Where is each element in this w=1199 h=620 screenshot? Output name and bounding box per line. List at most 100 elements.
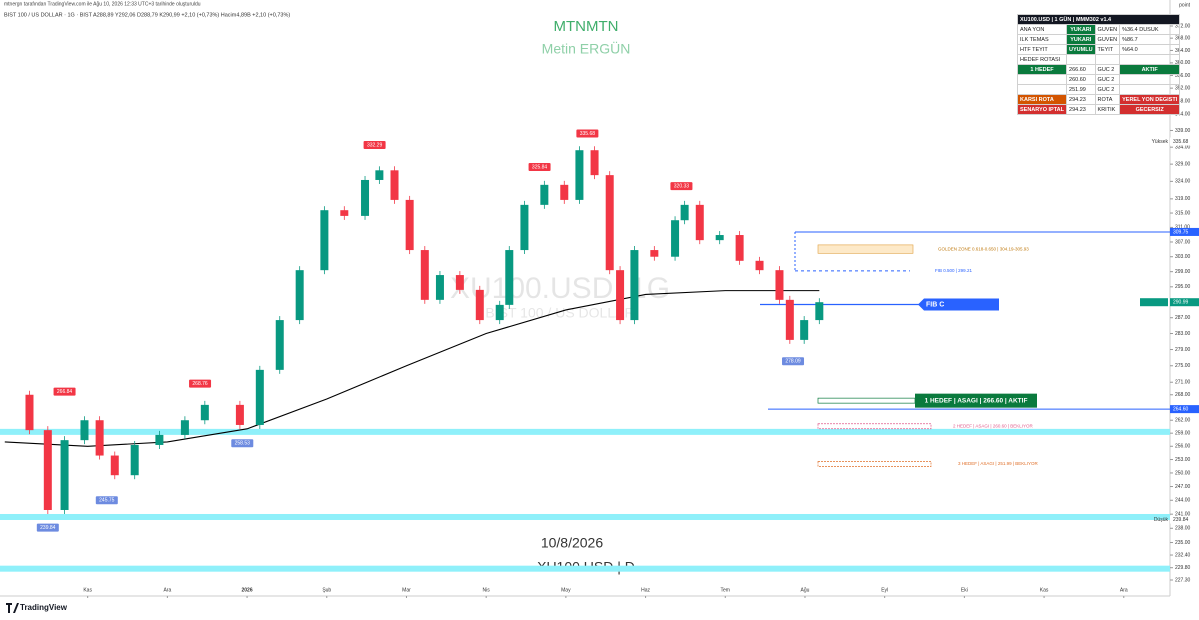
x-tick-label: Kas bbox=[83, 587, 92, 593]
level-tag bbox=[1170, 227, 1199, 236]
x-tick-label: Tem bbox=[721, 587, 730, 593]
price-tag-axis bbox=[1170, 298, 1199, 307]
y-tick-label: 250.00 bbox=[1175, 470, 1191, 476]
candle bbox=[60, 440, 69, 510]
y-tick-label: 241.00 bbox=[1175, 512, 1191, 518]
band bbox=[0, 565, 1170, 572]
table-cell: 294.23 bbox=[1066, 104, 1096, 115]
table-row: 260.60 GUC 2 bbox=[1016, 74, 1181, 85]
candle bbox=[650, 250, 659, 257]
y-tick-label: 232.40 bbox=[1175, 552, 1191, 558]
y-tick-label: 259.00 bbox=[1175, 431, 1191, 437]
y-tick-label: 311.00 bbox=[1175, 225, 1190, 231]
high-tag bbox=[53, 387, 76, 396]
table-title: XU100.USD | 1 GÜN | MMM302 v1.4 bbox=[1016, 14, 1181, 25]
target-label: 3 HEDEF | ASAGI | 251.99 | BEKLIYOR bbox=[958, 461, 1039, 466]
level-label: 264.60 bbox=[1173, 406, 1189, 412]
y-tick-label: 283.00 bbox=[1175, 331, 1191, 337]
table-cell: %86.7 bbox=[1119, 34, 1181, 45]
low-tag bbox=[231, 439, 254, 448]
target-tag bbox=[915, 393, 1037, 408]
y-tick-label: 227.30 bbox=[1175, 577, 1191, 583]
candle bbox=[520, 204, 529, 251]
table-row: 251.99 GUC 2 bbox=[1016, 84, 1181, 95]
table-cell: 266.60 bbox=[1066, 64, 1096, 75]
high-label: 266.84 bbox=[57, 389, 73, 395]
y-tick-label: 334.00 bbox=[1175, 145, 1191, 151]
table-cell bbox=[1119, 74, 1181, 85]
y-tick-label: 299.00 bbox=[1175, 269, 1191, 275]
y-tick-label: 348.00 bbox=[1175, 98, 1191, 104]
logo: TradingView bbox=[20, 603, 68, 612]
candle bbox=[630, 250, 639, 321]
table-cell: GUVEN bbox=[1094, 34, 1121, 45]
table-cell bbox=[1016, 74, 1068, 85]
candle bbox=[671, 220, 680, 257]
table-cell: AKTIF bbox=[1119, 64, 1181, 75]
table-row: SENARYO IPTAL 294.23 KRITIK GECERSIZ bbox=[1016, 104, 1181, 115]
table-cell: YUKARI bbox=[1066, 34, 1096, 45]
candle bbox=[25, 394, 34, 431]
axis-unit: point bbox=[1179, 2, 1190, 8]
level-label: 309.75 bbox=[1173, 229, 1189, 235]
y-tick-label: 372.00 bbox=[1175, 23, 1191, 29]
y-tick-label: 279.00 bbox=[1175, 347, 1191, 353]
table-cell: 1 HEDEF bbox=[1016, 64, 1068, 75]
table-cell: ROTA bbox=[1094, 94, 1121, 105]
table-cell: YUKARI bbox=[1066, 24, 1096, 35]
target-label: 1 HEDEF | ASAGI | 266.60 | AKTIF bbox=[925, 397, 1028, 404]
y-tick-label: 329.00 bbox=[1175, 161, 1191, 167]
table-row: HEDEF ROTASI bbox=[1016, 54, 1181, 65]
y-tick-label: 247.00 bbox=[1175, 484, 1191, 490]
candle bbox=[130, 444, 139, 476]
high-label: 320.33 bbox=[674, 184, 690, 190]
attribution: mtnergn tarafından TradingView.com ile A… bbox=[4, 1, 201, 7]
table-cell: 251.99 bbox=[1066, 84, 1096, 95]
x-tick-label: Eyl bbox=[881, 587, 888, 593]
band bbox=[0, 513, 1170, 520]
golden-zone-label: GOLDEN ZONE 0.618-0.650 | 304.19-305.93 bbox=[938, 246, 1029, 251]
candle bbox=[785, 299, 794, 340]
low-label: 245.75 bbox=[99, 498, 115, 504]
extreme-label: 335.68 bbox=[1173, 139, 1189, 145]
table-cell: YEREL YON DEGISTI bbox=[1119, 94, 1181, 105]
signal-table: XU100.USD | 1 GÜN | MMM302 v1.4 ANA YON YU… bbox=[1016, 14, 1181, 115]
x-tick-label: Eki bbox=[961, 587, 968, 593]
y-tick-label: 295.00 bbox=[1175, 284, 1191, 290]
table-cell: GUC 2 bbox=[1094, 64, 1121, 75]
table-cell bbox=[1119, 54, 1181, 65]
y-tick-label: 356.00 bbox=[1175, 73, 1191, 79]
table-cell: %64.0 bbox=[1119, 44, 1181, 55]
y-tick-label: 303.00 bbox=[1175, 254, 1191, 260]
y-tick-label: 352.00 bbox=[1175, 85, 1191, 91]
candle bbox=[275, 320, 284, 370]
table-row: ANA YON YUKARI GUVEN %36.4 DUSUK bbox=[1016, 24, 1181, 35]
table-row: KARSI ROTA 294.23 ROTA YEREL YON DEGISTI bbox=[1016, 94, 1181, 105]
y-tick-label: 344.00 bbox=[1175, 111, 1191, 117]
table-cell: HTF TEYIT bbox=[1016, 44, 1068, 55]
high-tag bbox=[189, 379, 212, 388]
target-label: 2 HEDEF | ASAGI | 260.60 | BEKLIYOR bbox=[953, 423, 1034, 428]
x-tick-label: Ara bbox=[163, 587, 171, 593]
table-cell: GUVEN bbox=[1094, 24, 1121, 35]
candle bbox=[695, 204, 704, 241]
description-watermark: BIST 100 / US DOLLAR bbox=[485, 305, 634, 321]
y-tick-label: 256.00 bbox=[1175, 444, 1191, 450]
candle bbox=[680, 204, 689, 221]
candle bbox=[575, 150, 584, 200]
footer-date: 10/8/2026 bbox=[541, 535, 603, 551]
y-tick-label: 324.00 bbox=[1175, 179, 1191, 185]
table-row: ILK TEMAS YUKARI GUVEN %86.7 bbox=[1016, 34, 1181, 45]
candle bbox=[180, 420, 189, 435]
candle bbox=[540, 184, 549, 205]
table-cell: TEYIT bbox=[1094, 44, 1121, 55]
candle bbox=[255, 369, 264, 425]
y-tick-label: 319.00 bbox=[1175, 196, 1191, 202]
table-cell: HEDEF ROTASI bbox=[1016, 54, 1068, 65]
table-cell: KRITIK bbox=[1094, 104, 1121, 115]
candle bbox=[375, 170, 384, 180]
price-label: 290.99 bbox=[1173, 300, 1189, 306]
candle bbox=[505, 250, 514, 305]
